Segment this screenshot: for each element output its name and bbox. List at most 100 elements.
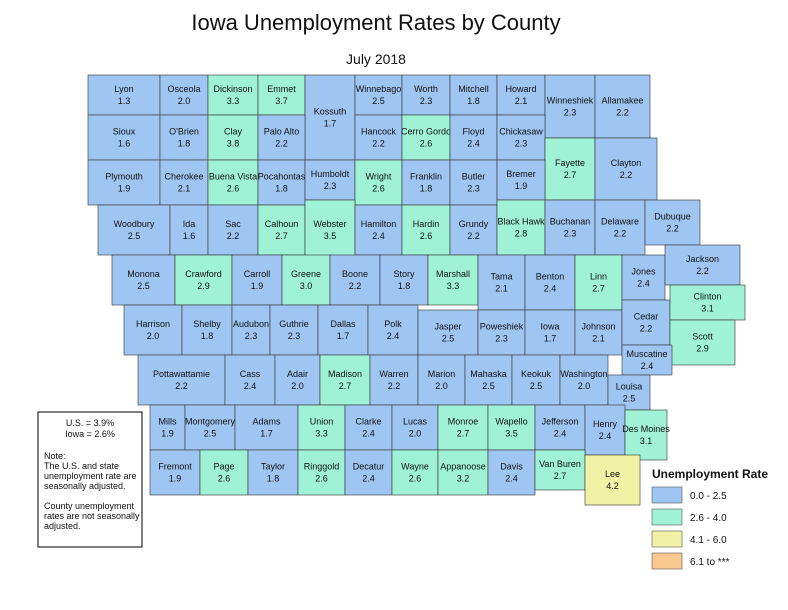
legend-swatch	[651, 552, 683, 570]
county-name: Hardin	[413, 219, 440, 229]
county-rate: 4.2	[606, 481, 619, 491]
county-rate: 2.5	[530, 381, 543, 391]
county	[449, 204, 498, 256]
county	[224, 354, 276, 406]
county-rate: 2.0	[409, 429, 422, 439]
county	[257, 204, 306, 256]
county-name: Woodbury	[114, 219, 155, 229]
county	[624, 409, 668, 461]
county-name: Jefferson	[542, 417, 579, 427]
county-name: Dallas	[330, 319, 356, 329]
county-rate: 2.5	[442, 334, 455, 344]
title: Iowa Unemployment Rates by County	[191, 10, 560, 35]
county-name: Howard	[505, 84, 536, 94]
county-rate: 3.8	[227, 139, 240, 149]
county	[544, 199, 596, 256]
county-rate: 2.3	[564, 229, 577, 239]
county	[149, 404, 186, 451]
county-rate: 2.4	[641, 361, 654, 371]
county-name: Fremont	[158, 462, 192, 472]
county-name: O'Brien	[169, 127, 199, 137]
county-name: Warren	[379, 369, 408, 379]
county-name: Adair	[287, 369, 308, 379]
county	[644, 199, 701, 246]
county	[487, 449, 536, 496]
county-name: Wapello	[495, 417, 527, 427]
county-rate: 2.6	[409, 474, 422, 484]
county-name: Clay	[224, 127, 243, 137]
county	[401, 204, 451, 256]
county	[281, 254, 331, 306]
county	[496, 199, 546, 256]
county-rate: 2.7	[457, 429, 470, 439]
county-rate: 2.5	[482, 381, 495, 391]
county-name: Emmet	[267, 84, 296, 94]
county-rate: 2.3	[564, 108, 577, 118]
note-line: unemployment rate are	[44, 471, 137, 481]
county	[329, 254, 381, 306]
county	[496, 114, 546, 161]
county-name: Mahaska	[470, 369, 507, 379]
county-rate: 2.7	[592, 284, 605, 294]
county	[207, 159, 259, 206]
county-name: Humboldt	[311, 169, 350, 179]
county	[354, 74, 403, 116]
county-name: Washington	[560, 369, 607, 379]
county-name: Winneshiek	[547, 96, 594, 106]
county	[231, 304, 271, 356]
county-name: Lyon	[114, 84, 133, 94]
county-name: Bremer	[506, 169, 536, 179]
county	[297, 404, 346, 451]
county-rate: 1.8	[467, 96, 480, 106]
county-rate: 2.2	[372, 139, 385, 149]
county-rate: 1.8	[267, 474, 280, 484]
county-rate: 2.4	[362, 474, 375, 484]
county	[174, 254, 233, 306]
county-name: Adams	[252, 417, 281, 427]
county-rate: 1.9	[251, 281, 264, 291]
county-rate: 1.9	[118, 184, 131, 194]
county	[379, 254, 429, 306]
county	[234, 404, 299, 451]
legend-swatch	[651, 508, 683, 526]
county	[207, 114, 259, 161]
county	[87, 74, 161, 116]
county	[159, 74, 209, 116]
county-rate: 2.5	[137, 281, 150, 291]
county-name: Keokuk	[521, 369, 552, 379]
county	[427, 254, 479, 306]
county-rate: 1.7	[544, 334, 557, 344]
county-rate: 2.1	[515, 96, 528, 106]
county	[111, 254, 176, 306]
county-name: Worth	[414, 84, 438, 94]
county-name: Cherokee	[164, 172, 203, 182]
note-line: seasonally adjusted.	[44, 481, 126, 491]
county	[584, 404, 626, 456]
county-rate: 3.1	[640, 436, 653, 446]
county-rate: 2.3	[245, 331, 258, 341]
county-name: Muscatine	[626, 349, 667, 359]
county-name: Audubon	[233, 319, 269, 329]
county-name: Harrison	[136, 319, 170, 329]
county-rate: 2.0	[578, 381, 591, 391]
note-line: rates are not seasonally	[44, 511, 140, 521]
county	[87, 114, 161, 161]
county	[391, 449, 439, 496]
county	[544, 137, 596, 201]
county	[401, 159, 451, 206]
county-name: Jones	[631, 267, 656, 277]
county-name: Greene	[291, 269, 321, 279]
county-rate: 2.4	[244, 381, 257, 391]
county	[97, 204, 171, 256]
county-name: Black Hawk	[497, 217, 545, 227]
county-rate: 2.2	[640, 324, 653, 334]
county	[367, 304, 419, 356]
county-name: Iowa	[540, 322, 559, 332]
county-rate: 1.9	[169, 474, 182, 484]
county-name: Palo Alto	[264, 127, 300, 137]
county	[511, 354, 561, 406]
county	[449, 114, 498, 161]
county-name: Mitchell	[458, 84, 489, 94]
county-rate: 2.0	[435, 381, 448, 391]
summary-line: U.S. = 3.9%	[66, 418, 114, 428]
